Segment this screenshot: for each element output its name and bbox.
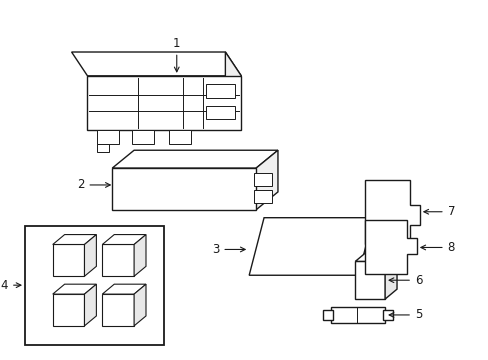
Text: 2: 2: [77, 179, 110, 192]
Bar: [322, 310, 332, 320]
Polygon shape: [256, 150, 277, 210]
Bar: [97, 144, 109, 152]
Bar: [168, 130, 190, 144]
Bar: [254, 190, 271, 203]
Polygon shape: [355, 261, 385, 299]
Text: 7: 7: [423, 205, 454, 218]
Bar: [132, 130, 154, 144]
Polygon shape: [71, 52, 241, 76]
Polygon shape: [365, 220, 416, 274]
Bar: [330, 307, 385, 323]
Polygon shape: [365, 180, 419, 244]
Polygon shape: [385, 251, 396, 299]
Bar: [383, 310, 392, 320]
Polygon shape: [225, 52, 241, 130]
Text: 8: 8: [420, 241, 454, 254]
Text: 5: 5: [388, 309, 422, 321]
Bar: [25, 226, 163, 345]
Polygon shape: [53, 235, 96, 244]
Text: 3: 3: [212, 243, 244, 256]
Polygon shape: [112, 150, 277, 168]
Polygon shape: [84, 284, 96, 326]
Polygon shape: [355, 251, 396, 261]
Text: 4: 4: [0, 279, 21, 292]
Text: 1: 1: [173, 37, 180, 72]
Polygon shape: [53, 294, 84, 326]
Polygon shape: [53, 244, 84, 276]
Polygon shape: [134, 284, 146, 326]
Text: 6: 6: [388, 274, 422, 287]
Bar: [205, 84, 235, 98]
Polygon shape: [87, 76, 241, 130]
Polygon shape: [102, 244, 134, 276]
Polygon shape: [102, 284, 146, 294]
Polygon shape: [102, 294, 134, 326]
Polygon shape: [134, 235, 146, 276]
Polygon shape: [53, 284, 96, 294]
Polygon shape: [249, 218, 372, 275]
Bar: [97, 130, 119, 144]
Polygon shape: [112, 168, 256, 210]
Polygon shape: [102, 235, 146, 244]
Bar: [205, 105, 235, 120]
Bar: [254, 173, 271, 186]
Polygon shape: [84, 235, 96, 276]
